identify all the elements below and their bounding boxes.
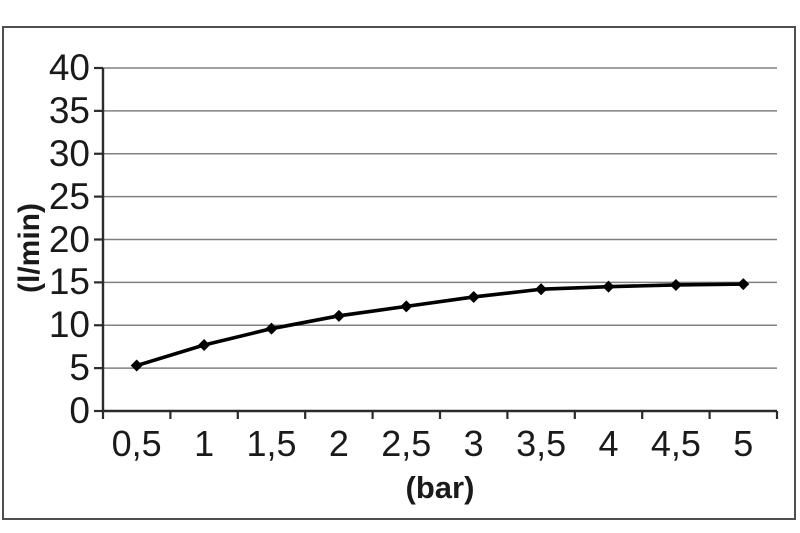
series-line bbox=[136, 282, 744, 368]
data-point-marker bbox=[332, 309, 345, 322]
y-tick-label: 30 bbox=[48, 132, 90, 174]
y-tick-label: 0 bbox=[69, 390, 90, 431]
y-tick-label: 5 bbox=[69, 347, 90, 389]
x-tick-label: 3,5 bbox=[516, 423, 567, 464]
x-tick-label: 1 bbox=[194, 423, 215, 464]
x-tick-label: 3 bbox=[463, 423, 484, 464]
x-tick-label: 0,5 bbox=[111, 423, 162, 464]
y-tick-label: 40 bbox=[48, 47, 90, 88]
y-tick-label: 25 bbox=[48, 175, 90, 217]
data-point-marker bbox=[737, 278, 750, 291]
data-point-marker bbox=[467, 290, 480, 303]
data-point-marker bbox=[198, 338, 211, 351]
x-tick-label: 1,5 bbox=[246, 423, 297, 464]
data-point-marker bbox=[400, 300, 413, 313]
data-point-marker bbox=[265, 322, 278, 335]
x-axis-title: (bar) bbox=[405, 470, 475, 505]
x-tick-label: 4 bbox=[598, 423, 619, 464]
y-tick-label: 15 bbox=[48, 261, 90, 303]
data-point-marker bbox=[130, 359, 143, 372]
data-point-marker bbox=[669, 278, 682, 291]
y-tick-label: 20 bbox=[48, 218, 90, 260]
y-tick-label: 35 bbox=[48, 89, 90, 131]
y-tick-label: 10 bbox=[48, 304, 90, 346]
x-tick-label: 5 bbox=[733, 423, 754, 464]
x-tick-label: 4,5 bbox=[650, 423, 701, 464]
data-point-marker bbox=[535, 283, 548, 296]
data-point-marker bbox=[602, 280, 615, 293]
x-tick-label: 2,5 bbox=[381, 423, 432, 464]
chart-frame-border bbox=[2, 26, 796, 520]
y-axis-title: (l/min) bbox=[13, 203, 46, 293]
x-tick-label: 2 bbox=[328, 423, 349, 464]
